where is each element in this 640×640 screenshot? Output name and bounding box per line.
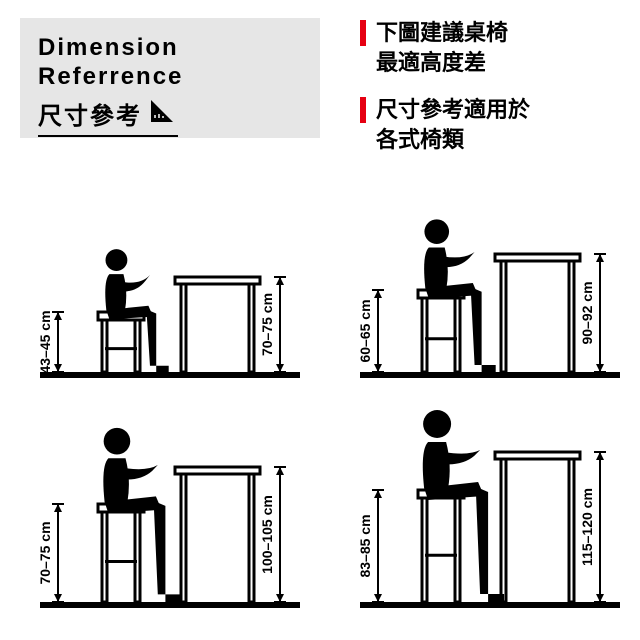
note-line: 下圖建議桌椅 [376,20,508,45]
note-item: 尺寸參考適用於 各式椅類 [360,95,620,154]
note-item: 下圖建議桌椅 最適高度差 [360,18,620,77]
svg-text:43–45 cm: 43–45 cm [37,310,53,373]
title-zh-row: 尺寸參考 [38,96,178,137]
diagram-cell-3: 70–75 cm 100–105 cm [20,410,320,620]
svg-text:70–75 cm: 70–75 cm [37,521,53,584]
title-zh: 尺寸參考 [38,96,142,131]
svg-text:70–75 cm: 70–75 cm [259,293,275,356]
diagram-cell-1: 43–45 cm 70–75 cm [20,180,320,390]
svg-text:115–120 cm: 115–120 cm [579,488,595,566]
accent-bar-icon [360,20,366,46]
svg-text:83–85 cm: 83–85 cm [357,514,373,577]
diagram-cell-2: 60–65 cm 90–92 cm [340,180,640,390]
note-text: 尺寸參考適用於 各式椅類 [376,95,530,154]
svg-text:100–105 cm: 100–105 cm [259,495,275,574]
svg-text:90–92 cm: 90–92 cm [579,281,595,344]
diagram-cell-4: 83–85 cm 115–120 cm [340,410,640,620]
ruler-triangle-icon [150,99,178,128]
diagram-grid: 43–45 cm 70–75 cm 60–65 cm 90–92 cm 70–75 … [0,180,640,640]
note-line: 尺寸參考適用於 [376,97,530,122]
note-line: 各式椅類 [376,127,464,152]
header-box: Dimension Referrence 尺寸參考 [20,18,320,138]
title-en-line1: Dimension [38,34,302,63]
title-en-line2: Referrence [38,63,302,92]
note-text: 下圖建議桌椅 最適高度差 [376,18,508,77]
accent-bar-icon [360,97,366,123]
notes-block: 下圖建議桌椅 最適高度差 尺寸參考適用於 各式椅類 [360,18,620,173]
note-line: 最適高度差 [376,50,486,75]
svg-text:60–65 cm: 60–65 cm [357,299,373,362]
